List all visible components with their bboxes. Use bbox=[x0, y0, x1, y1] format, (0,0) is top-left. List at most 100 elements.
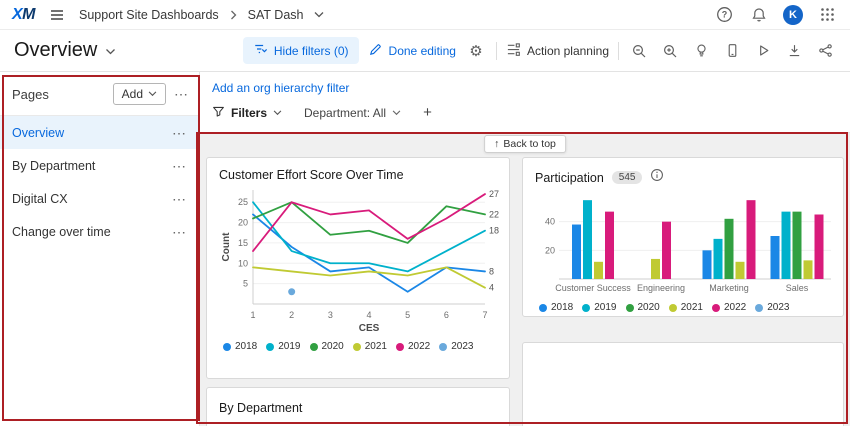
legend-label: 2020 bbox=[321, 341, 344, 352]
page-title: Overview bbox=[14, 39, 98, 61]
legend-item-2019[interactable]: 2019 bbox=[582, 302, 617, 313]
pencil-icon bbox=[368, 42, 383, 60]
legend-label: 2022 bbox=[724, 302, 747, 313]
hide-filters-label: Hide filters (0) bbox=[273, 43, 349, 58]
legend-label: 2023 bbox=[767, 302, 790, 313]
zoom-out-icon[interactable] bbox=[628, 40, 650, 62]
legend-item-2018[interactable]: 2018 bbox=[539, 302, 573, 313]
breadcrumb-root[interactable]: Support Site Dashboards bbox=[79, 7, 219, 22]
page-more-icon[interactable]: ⋯ bbox=[172, 157, 187, 174]
chevron-down-icon bbox=[148, 91, 157, 97]
download-icon[interactable] bbox=[783, 40, 805, 62]
add-page-button[interactable]: Add bbox=[112, 83, 166, 105]
title-chevron-down-icon[interactable] bbox=[105, 42, 116, 60]
toolbar-divider bbox=[618, 41, 619, 60]
legend-dot bbox=[539, 303, 547, 312]
svg-text:4: 4 bbox=[489, 283, 494, 293]
svg-text:1: 1 bbox=[250, 310, 255, 320]
widget-participation[interactable]: Participation 545 20 40 Customer Success En… bbox=[522, 157, 844, 317]
legend-label: 2019 bbox=[278, 341, 301, 352]
svg-text:5: 5 bbox=[243, 279, 248, 289]
legend-item-2018[interactable]: 2018 bbox=[223, 341, 257, 352]
back-to-top-button[interactable]: ↑ Back to top bbox=[484, 135, 566, 153]
page-more-icon[interactable]: ⋯ bbox=[172, 223, 187, 240]
menu-icon[interactable] bbox=[46, 4, 68, 26]
mobile-device-icon[interactable] bbox=[721, 40, 743, 62]
svg-text:7: 7 bbox=[482, 310, 487, 320]
legend-dot bbox=[439, 342, 448, 351]
user-avatar[interactable]: K bbox=[783, 4, 803, 25]
widget-by-department[interactable]: By Department bbox=[206, 387, 510, 426]
chevron-down-icon[interactable] bbox=[314, 11, 324, 18]
hide-filters-button[interactable]: Hide filters (0) bbox=[242, 37, 359, 64]
info-icon[interactable] bbox=[650, 168, 664, 187]
dashboard-main: Add an org hierarchy filter Filters Depa… bbox=[200, 72, 850, 426]
legend-item-2021[interactable]: 2021 bbox=[352, 341, 387, 352]
zoom-in-icon[interactable] bbox=[659, 40, 681, 62]
legend-label: 2018 bbox=[551, 302, 574, 313]
svg-text:Marketing: Marketing bbox=[709, 283, 749, 293]
legend-dot bbox=[712, 303, 720, 312]
legend-label: 2023 bbox=[451, 341, 474, 352]
logo-x: X bbox=[12, 5, 23, 23]
widget-empty[interactable] bbox=[522, 342, 844, 426]
pages-more-icon[interactable]: ⋯ bbox=[174, 86, 189, 102]
org-hierarchy-filter-link[interactable]: Add an org hierarchy filter bbox=[200, 72, 349, 101]
widget-title: Customer Effort Score Over Time bbox=[219, 168, 404, 182]
sidebar-item-label: Digital CX bbox=[12, 191, 68, 206]
legend-dot bbox=[668, 303, 677, 312]
legend-label: 2018 bbox=[235, 341, 258, 352]
widget-customer-effort-score[interactable]: Customer Effort Score Over Time 5 10 15 20 2… bbox=[206, 157, 510, 379]
department-filter[interactable]: Department: All bbox=[304, 106, 401, 120]
filters-dropdown[interactable]: Filters bbox=[212, 105, 282, 121]
notifications-bell-icon[interactable] bbox=[748, 4, 770, 26]
chevron-down-icon bbox=[273, 109, 282, 115]
sidebar-item-overview[interactable]: Overview ⋯ bbox=[0, 116, 199, 149]
done-editing-button[interactable]: Done editing bbox=[368, 42, 456, 60]
sidebar-item-by-department[interactable]: By Department ⋯ bbox=[0, 149, 199, 182]
legend-item-2023[interactable]: 2023 bbox=[439, 341, 474, 352]
sidebar-item-label: Change over time bbox=[12, 224, 111, 239]
pages-sidebar: Pages Add ⋯ Overview ⋯ By Department ⋯ D… bbox=[0, 72, 200, 426]
svg-text:Sales: Sales bbox=[786, 283, 809, 293]
legend-dot bbox=[396, 342, 404, 351]
settings-gear-icon[interactable]: ⚙ bbox=[465, 40, 487, 62]
svg-text:22: 22 bbox=[489, 209, 499, 219]
legend-item-2022[interactable]: 2022 bbox=[396, 341, 430, 352]
legend-item-2020[interactable]: 2020 bbox=[625, 302, 660, 313]
svg-text:27: 27 bbox=[489, 189, 499, 199]
add-page-label: Add bbox=[121, 87, 143, 101]
svg-text:18: 18 bbox=[489, 226, 499, 236]
legend-item-2019[interactable]: 2019 bbox=[266, 341, 301, 352]
legend-item-2020[interactable]: 2020 bbox=[309, 341, 344, 352]
sidebar-item-digital-cx[interactable]: Digital CX ⋯ bbox=[0, 182, 199, 215]
pages-header: Pages bbox=[12, 86, 49, 102]
play-icon[interactable] bbox=[752, 40, 774, 62]
svg-text:15: 15 bbox=[238, 238, 248, 248]
share-icon[interactable] bbox=[814, 40, 836, 62]
svg-text:40: 40 bbox=[545, 217, 555, 227]
xm-logo[interactable]: XM bbox=[12, 6, 35, 24]
legend-item-2023[interactable]: 2023 bbox=[755, 302, 790, 313]
help-icon[interactable]: ? bbox=[713, 4, 735, 26]
apps-grid-icon[interactable] bbox=[816, 4, 838, 26]
legend-item-2021[interactable]: 2021 bbox=[668, 302, 703, 313]
filter-toggle-icon bbox=[253, 42, 268, 59]
action-planning-icon bbox=[506, 42, 521, 60]
svg-text:6: 6 bbox=[444, 310, 449, 320]
action-planning-button[interactable]: Action planning bbox=[506, 42, 609, 60]
add-filter-button[interactable]: + bbox=[423, 104, 432, 121]
legend-item-2022[interactable]: 2022 bbox=[712, 302, 746, 313]
page-more-icon[interactable]: ⋯ bbox=[172, 124, 187, 141]
filters-label: Filters bbox=[231, 105, 268, 120]
svg-text:3: 3 bbox=[328, 310, 333, 320]
breadcrumb-current[interactable]: SAT Dash bbox=[247, 7, 304, 22]
sidebar-item-change-over-time[interactable]: Change over time ⋯ bbox=[0, 215, 199, 248]
page-more-icon[interactable]: ⋯ bbox=[172, 190, 187, 207]
svg-text:20: 20 bbox=[545, 245, 555, 255]
legend-label: 2021 bbox=[680, 302, 703, 313]
filter-bar: Filters Department: All + bbox=[200, 101, 850, 132]
lightbulb-icon[interactable] bbox=[690, 40, 712, 62]
svg-text:8: 8 bbox=[489, 266, 494, 276]
funnel-icon bbox=[212, 105, 225, 121]
